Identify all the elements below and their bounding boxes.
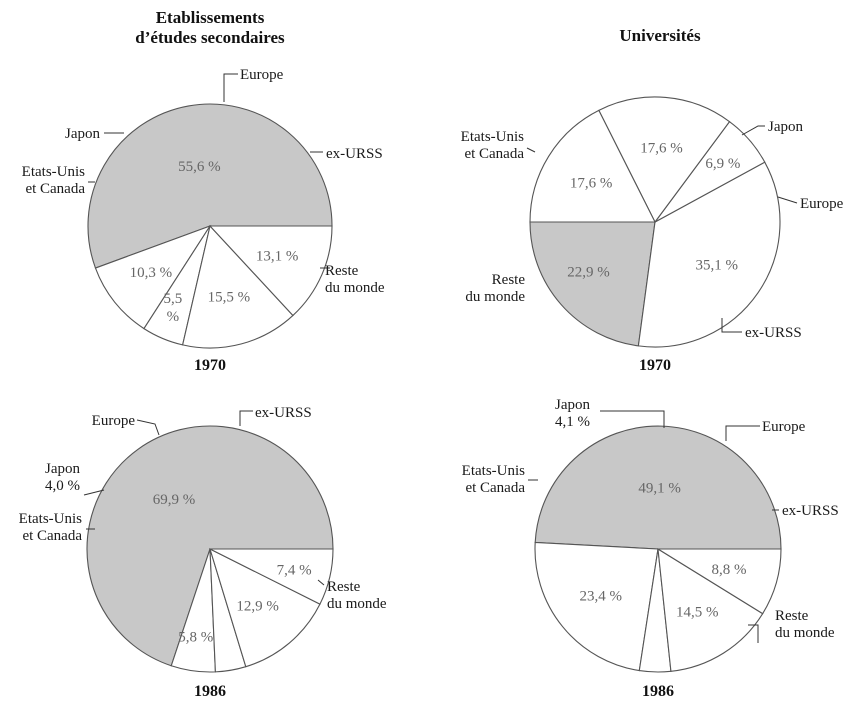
value-label-ex-urss: 8,8 %	[711, 562, 746, 578]
category-label-europe: Europe	[92, 413, 136, 429]
pie-chart-1986-secondary: 69,9 % 5,8 % 12,9 % 7,4 % Reste du monde Etats…	[19, 405, 387, 700]
value-label-europe: 12,9 %	[236, 598, 279, 614]
leader-line-ex-urss	[239, 410, 253, 426]
leader-line-ex-urss	[721, 318, 742, 333]
category-label-etats-unis: Etats-Unis et Canada	[19, 511, 83, 544]
leader-line-europe	[725, 425, 760, 441]
leader-line-europe	[136, 419, 160, 436]
category-label-ex-urss: ex-URSS	[745, 325, 802, 341]
category-label-ex-urss: ex-URSS	[326, 146, 383, 162]
value-label-japon: 6,9 %	[705, 156, 740, 172]
pie-slice-ex-urss	[209, 548, 334, 605]
leader-line-europe	[777, 196, 798, 204]
category-label-ex-urss: ex-URSS	[255, 405, 312, 421]
pie-slice-europe	[598, 96, 731, 224]
value-label-reste: 55,6 %	[178, 159, 221, 175]
value-label-ex-urss: 13,1 %	[256, 248, 299, 264]
pie-slice-reste	[87, 103, 333, 269]
value-label-europe: 15,5 %	[208, 290, 251, 306]
leader-line-japon	[600, 410, 665, 428]
pie-chart-1986-university: 49,1 % 23,4 % 14,5 % 8,8 % Reste du monde Etat…	[462, 397, 839, 700]
value-label-reste: 69,9 %	[153, 492, 196, 508]
pie-slice-etats-unis	[637, 161, 781, 348]
leader-line-reste	[317, 579, 325, 586]
leader-line-europe	[223, 73, 238, 102]
year-label: 1986	[642, 683, 674, 700]
leader-line-japon	[83, 489, 105, 496]
value-label-europe: 14,5 %	[676, 604, 719, 620]
category-label-europe: Europe	[762, 419, 806, 435]
pie-slice-ex-urss	[529, 109, 656, 223]
pie-slice-europe	[181, 224, 294, 349]
pie-slice-ex-urss	[656, 548, 782, 615]
category-label-japon: Japon 4,1 %	[555, 397, 590, 430]
category-label-japon: Japon	[768, 119, 803, 135]
category-label-japon: Japon 4,0 %	[45, 461, 80, 494]
value-label-ex-urss: 7,4 %	[277, 562, 312, 578]
pie-slice-reste	[534, 425, 782, 550]
value-label-europe: 17,6 %	[640, 140, 683, 156]
value-label-etats-unis: 23,4 %	[579, 589, 622, 605]
category-label-europe: Europe	[240, 67, 284, 83]
category-label-etats-unis: Etats-Unis et Canada	[461, 129, 525, 162]
value-label-japon: 5,5%	[164, 291, 183, 325]
pie-slice-etats-unis	[94, 224, 212, 330]
category-label-europe: Europe	[800, 196, 844, 212]
year-label: 1970	[194, 357, 226, 374]
left-column-title: Etablissements d’études secondaires	[135, 8, 285, 47]
value-label-reste: 49,1 %	[638, 481, 681, 497]
pie-slice-europe	[209, 547, 321, 668]
category-label-etats-unis: Etats-Unis et Canada	[462, 463, 526, 496]
year-label: 1986	[194, 683, 226, 700]
year-label: 1970	[639, 357, 671, 374]
value-label-etats-unis: 5,8 %	[178, 630, 213, 646]
pie-slice-reste	[86, 425, 334, 667]
pie-slice-reste	[529, 221, 656, 347]
value-label-etats-unis: 10,3 %	[130, 265, 173, 281]
right-column-title: Universités	[619, 26, 701, 45]
leader-line-japon	[741, 125, 765, 136]
pie-chart-1970-secondary: 55,6 % 10,3 % 5,5 % 15,5 % 13,1 % Reste du mond…	[22, 67, 385, 374]
category-label-ex-urss: ex-URSS	[782, 503, 839, 519]
category-label-reste: Reste du monde	[325, 263, 385, 296]
category-label-reste: Reste du monde	[775, 608, 835, 641]
value-label-ex-urss: 17,6 %	[570, 176, 613, 192]
category-label-reste: Reste du monde	[327, 579, 387, 612]
category-label-etats-unis: Etats-Unis et Canada	[22, 164, 86, 197]
pie-slice-ex-urss	[208, 225, 333, 317]
leader-line-reste	[748, 624, 759, 643]
category-label-japon: Japon	[65, 126, 100, 142]
value-label-etats-unis: 35,1 %	[696, 258, 739, 274]
pie-slice-europe	[657, 547, 764, 672]
leader-line-etats-unis	[526, 147, 536, 153]
pie-slice-etats-unis	[534, 541, 659, 672]
pie-chart-1970-university: 22,9 % 35,1 % 6,9 % 17,6 % 17,6 % Reste du mon…	[461, 96, 844, 374]
category-label-reste: Reste du monde	[465, 272, 525, 305]
value-label-reste: 22,9 %	[567, 264, 610, 280]
